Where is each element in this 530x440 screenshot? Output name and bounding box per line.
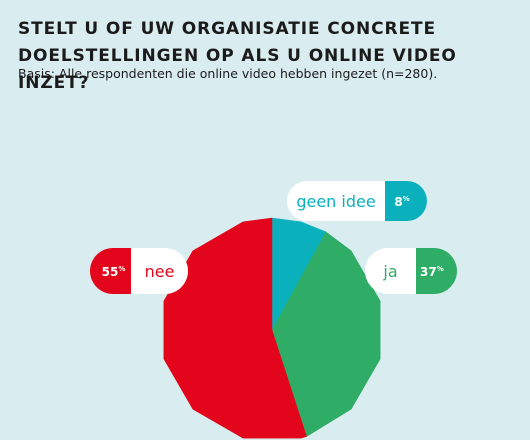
- pie-slice-ja: [271, 231, 381, 437]
- pie-slices: [163, 217, 381, 439]
- slice-label-text: ja: [382, 262, 397, 281]
- label-value-bg: [385, 181, 427, 221]
- slice-label-text: geen idee: [296, 192, 375, 211]
- label-value-bg: [416, 248, 457, 294]
- label-pill-ja: ja 37%: [365, 248, 457, 294]
- label-pill-geen-idee: geen idee 8%: [287, 181, 427, 221]
- slice-value-unit: %: [437, 265, 444, 273]
- chart-subtitle: Basis: Alle respondenten die online vide…: [18, 66, 438, 81]
- label-value-bg: [90, 248, 131, 294]
- slice-value-unit: %: [403, 195, 410, 203]
- pie-slice-nee: [163, 217, 307, 439]
- slice-value-unit: %: [118, 265, 125, 273]
- chart-title: STELT U OF UW ORGANISATIE CONCRETE DOELS…: [18, 19, 457, 93]
- slice-label-text: nee: [145, 262, 175, 281]
